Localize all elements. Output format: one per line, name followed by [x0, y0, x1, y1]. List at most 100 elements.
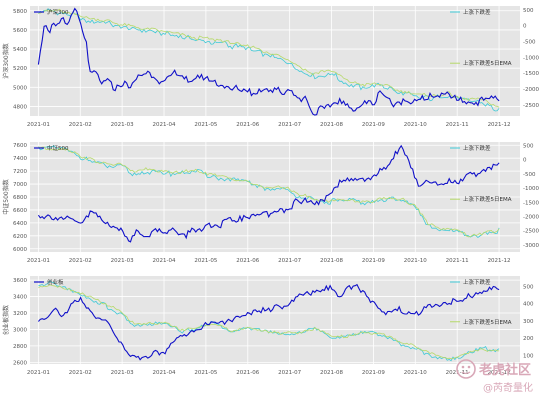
y-left-tick-label: 7600 [13, 143, 27, 149]
y-left-tick-label: 3400 [13, 295, 27, 301]
watermark: 老虎社区 @芮奇量化 [456, 359, 533, 394]
y-right-tick-label: -1000 [523, 186, 539, 192]
x-tick-label: 2021-09 [362, 370, 385, 376]
x-tick-label: 2021-10 [404, 122, 427, 128]
y-right-tick-label: -2500 [523, 229, 539, 235]
legend-left: 沪深300 [34, 8, 69, 16]
y-right-tick-label: -2500 [523, 103, 539, 109]
y-right-tick-label: -2000 [523, 87, 539, 93]
watermark-line2: @芮奇量化 [483, 381, 533, 394]
y-left-tick-label: 3000 [13, 327, 27, 333]
x-tick-label: 2021-09 [362, 122, 385, 128]
plot-area [30, 276, 520, 364]
y-right-tick-label: -1500 [523, 200, 539, 206]
legend-label-index: 沪深300 [47, 8, 69, 16]
x-tick-label: 2021-05 [194, 370, 217, 376]
x-tick-label: 2021-05 [194, 258, 217, 264]
y-right-tick-label: 0 [523, 158, 527, 164]
series-line-index [37, 144, 500, 243]
x-tick-label: 2021-07 [278, 258, 301, 264]
x-tick-label: 2021-05 [194, 122, 217, 128]
y-right-tick-label: -1000 [523, 55, 539, 61]
legend-left: 中证500 [34, 144, 69, 152]
x-tick-label: 2021-09 [362, 258, 385, 264]
legend-label-cum: 上涨下跌差 [463, 8, 491, 16]
y-right-tick-label: 100 [523, 353, 534, 359]
x-tick-label: 2021-03 [111, 370, 134, 376]
x-tick-label: 2021-08 [320, 122, 343, 128]
series-line-cum [38, 8, 500, 112]
legend-label-cum: 上涨下跌差 [463, 144, 491, 152]
y-right-tick-label: -3000 [523, 243, 539, 249]
legend-label-ema: 上涨下跌差5日EMA [463, 59, 512, 67]
legend-label-ema: 上涨下跌差5日EMA [463, 318, 512, 326]
x-tick-label: 2021-12 [488, 370, 511, 376]
x-tick-label: 2021-06 [236, 258, 259, 264]
y-left-tick-label: 6800 [13, 195, 27, 201]
watermark-line1: 老虎社区 [478, 362, 531, 378]
series-line-cum [38, 145, 500, 239]
x-tick-label: 2021-08 [320, 370, 343, 376]
y-right-tick-label: -2000 [523, 214, 539, 220]
x-tick-label: 2021-07 [278, 370, 301, 376]
y-left-tick-label: 5600 [13, 28, 27, 34]
legend-label-index: 创业板 [47, 278, 64, 286]
y-left-tick-label: 5800 [13, 9, 27, 15]
x-tick-label: 2021-12 [488, 258, 511, 264]
y-right-tick-label: -1500 [523, 71, 539, 77]
y-left-tick-label: 5000 [13, 85, 27, 91]
y-left-tick-label: 3600 [13, 278, 27, 284]
x-tick-label: 2021-03 [111, 122, 134, 128]
series-line-index [37, 7, 500, 116]
x-tick-label: 2021-10 [404, 370, 427, 376]
y-left-tick-label: 7000 [13, 182, 27, 188]
x-tick-label: 2021-06 [236, 122, 259, 128]
x-tick-label: 2021-11 [446, 122, 469, 128]
x-tick-label: 2021-11 [446, 258, 469, 264]
y-right-tick-label: 300 [523, 319, 534, 325]
panel-1: 2021-01 2021-02 2021-03 2021-04 2021-05 2021-… [2, 6, 539, 128]
panel-2: 2021-01 2021-02 2021-03 2021-04 2021-05 2021-… [2, 142, 539, 264]
series-line-index [37, 283, 500, 361]
x-tick-label: 2021-10 [404, 258, 427, 264]
y-right-tick-label: 500 [523, 143, 534, 149]
y-right-tick-label: 200 [523, 336, 534, 342]
legend-label-cum: 上涨下跌差 [463, 278, 491, 286]
x-tick-label: 2021-02 [69, 122, 92, 128]
x-tick-label: 2021-02 [69, 258, 92, 264]
x-tick-label: 2021-04 [153, 258, 176, 264]
x-tick-label: 2021-07 [278, 122, 301, 128]
y-right-tick-label: 400 [523, 302, 534, 308]
legend-left: 创业板 [34, 278, 64, 286]
y-left-tick-label: 2800 [13, 344, 27, 350]
y-left-axis-label: 中证500指数 [2, 179, 10, 214]
x-tick-label: 2021-01 [27, 370, 50, 376]
y-left-tick-label: 7400 [13, 156, 27, 162]
x-tick-label: 2021-12 [488, 122, 511, 128]
x-tick-label: 2021-02 [69, 370, 92, 376]
watermark-logo-icon [456, 359, 476, 379]
series-line-ema [38, 284, 500, 360]
y-left-axis-label: 创业板指数 [2, 305, 10, 335]
y-right-tick-label: -500 [523, 172, 536, 178]
y-right-tick-label: 500 [523, 284, 534, 290]
y-left-tick-label: 5200 [13, 66, 27, 72]
y-left-tick-label: 6600 [13, 208, 27, 214]
x-tick-label: 2021-01 [27, 258, 50, 264]
y-left-tick-label: 6000 [13, 247, 27, 253]
plot-area [30, 6, 520, 116]
y-left-tick-label: 7200 [13, 169, 27, 175]
y-right-tick-label: -500 [523, 40, 536, 46]
y-left-tick-label: 3200 [13, 311, 27, 317]
x-tick-label: 2021-08 [320, 258, 343, 264]
y-left-tick-label: 2600 [13, 360, 27, 366]
x-tick-label: 2021-06 [236, 370, 259, 376]
x-tick-label: 2021-03 [111, 258, 134, 264]
legend-label-ema: 上涨下跌差5日EMA [463, 195, 512, 203]
y-right-tick-label: 500 [523, 8, 534, 14]
